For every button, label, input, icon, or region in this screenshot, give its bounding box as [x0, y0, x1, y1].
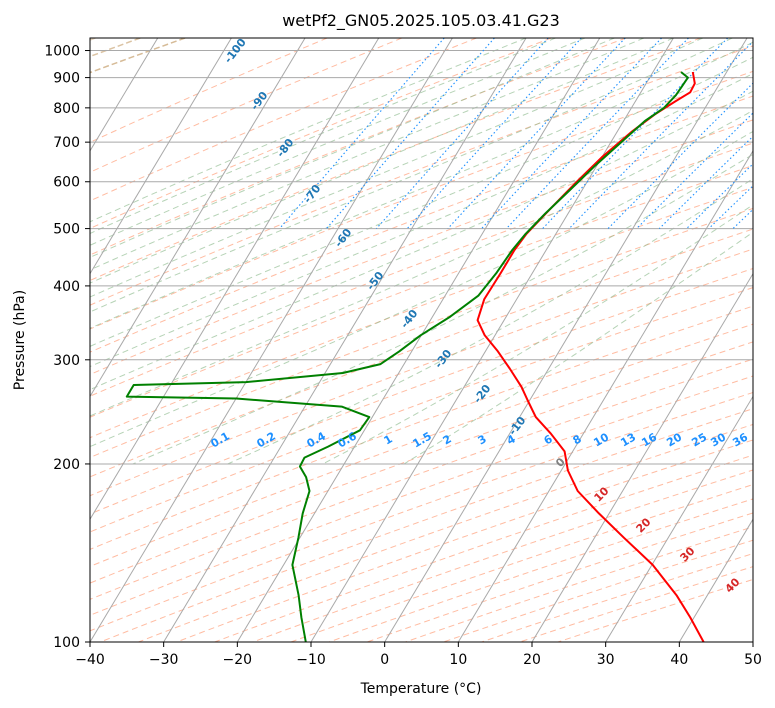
- moist-adiabats: [90, 38, 753, 465]
- x-axis-ticks: −40 −30 −20 −10 0 10 20 30 40 50: [75, 642, 762, 668]
- dry-adiabat-line: [90, 142, 753, 397]
- mixing-ratio-lines: [279, 38, 775, 229]
- mixing-ratio-line: [325, 38, 495, 229]
- isotherm-line: [310, 38, 674, 642]
- moist-adiabat-line: [90, 109, 753, 417]
- dry-adiabat-line: [90, 207, 753, 459]
- y-tick-label: 400: [53, 279, 80, 295]
- y-tick-label: 900: [53, 71, 80, 87]
- dry-adiabat-line: [90, 323, 753, 567]
- isotherm-line: [752, 641, 753, 642]
- moist-adiabat-line: [227, 178, 753, 465]
- moist-adiabat-line: [90, 38, 704, 298]
- dry-adiabat-line: [90, 391, 753, 632]
- mixing-ratio-line: [758, 38, 775, 229]
- isotherm-line: [384, 38, 748, 642]
- isotherm-line: [605, 395, 753, 642]
- x-tick-label: 0: [380, 652, 389, 668]
- y-tick-label: 200: [53, 457, 80, 473]
- dry-adiabat-line: [90, 228, 753, 478]
- dewpoint-line: [125, 71, 689, 642]
- x-tick-label: −40: [75, 652, 105, 668]
- mixing-ratio-line: [686, 163, 753, 229]
- x-tick-label: 50: [744, 652, 762, 668]
- y-tick-label: 600: [53, 175, 80, 191]
- moist-adiabat-line: [90, 56, 753, 347]
- mixing-ratio-line: [505, 38, 689, 229]
- dry-adiabat-line: [90, 375, 753, 616]
- isotherm-line: [0, 38, 10, 642]
- moist-adiabat-line: [90, 38, 615, 258]
- dry-adiabat-line: [90, 70, 753, 330]
- x-axis-title: Temperature (°C): [360, 681, 482, 697]
- dry-adiabat-line: [90, 305, 753, 550]
- isotherm-gridlines: [0, 38, 753, 642]
- dry-adiabat-line: [443, 539, 753, 642]
- dry-adiabat-line: [90, 287, 753, 533]
- x-tick-label: −20: [223, 652, 253, 668]
- y-tick-label: 700: [53, 135, 80, 151]
- moist-adiabat-line: [403, 231, 753, 465]
- y-axis-title: Pressure (hPa): [12, 290, 28, 390]
- x-tick-label: 30: [597, 652, 615, 668]
- isotherm-line: [90, 38, 159, 152]
- isotherm-line: [457, 149, 753, 642]
- isobar-gridlines: [90, 50, 753, 642]
- x-tick-label: 40: [670, 652, 688, 668]
- y-tick-label: 100: [53, 635, 80, 651]
- moist-adiabat-line: [322, 204, 753, 465]
- dry-adiabat-line: [90, 38, 477, 202]
- dry-adiabat-line: [90, 186, 753, 439]
- isotherm-line: [531, 272, 753, 642]
- mixing-ratio-line: [481, 38, 663, 229]
- mixing-ratio-line: [568, 40, 753, 229]
- dry-adiabat-line: [90, 38, 328, 143]
- x-tick-label: −10: [296, 652, 326, 668]
- dry-adiabat-line: [90, 341, 753, 584]
- mixing-ratio-line: [447, 38, 626, 229]
- dry-adiabat-line: [90, 267, 753, 515]
- moist-adiabat-line: [90, 72, 753, 368]
- dry-adiabat-line: [328, 498, 753, 642]
- y-axis-ticks: 100 200 300 400 500 600 700 800 900 1000: [44, 44, 90, 651]
- x-tick-label: 10: [449, 652, 467, 668]
- isotherm-line: [90, 38, 380, 521]
- dry-adiabat-line: [90, 164, 753, 418]
- moist-adiabat-line: [90, 130, 753, 448]
- sounding-series: [125, 71, 705, 642]
- isotherm-line: [163, 38, 527, 642]
- isotherm-line: [678, 518, 753, 642]
- y-tick-label: 1000: [44, 44, 80, 60]
- mixing-ratio-line: [607, 82, 753, 229]
- dry-adiabat-line: [290, 484, 753, 642]
- dry-adiabat-line: [90, 45, 753, 306]
- dry-adiabat-line: [90, 119, 753, 376]
- moist-adiabat-line: [90, 38, 586, 246]
- mixing-ratio-line: [375, 38, 549, 229]
- x-tick-label: −30: [149, 652, 179, 668]
- isotherm-line: [90, 38, 306, 398]
- plot-frame: [89, 37, 754, 643]
- y-tick-label: 300: [53, 353, 80, 369]
- dry-adiabat-line: [90, 358, 753, 600]
- isotherm-line: [90, 38, 453, 642]
- dry-adiabat-line: [90, 38, 552, 229]
- dry-adiabat-line: [90, 95, 753, 353]
- dry-adiabat-line: [405, 526, 753, 642]
- y-tick-label: 500: [53, 222, 80, 238]
- x-tick-label: 20: [523, 652, 541, 668]
- dry-adiabat-line: [367, 512, 753, 642]
- chart-title: wetPf2_GN05.2025.105.03.41.G23: [282, 11, 560, 31]
- plot-background: [90, 38, 753, 642]
- isotherm-line: [90, 38, 232, 275]
- moist-adiabat-line: [90, 38, 674, 284]
- moist-adiabat-line: [132, 153, 753, 465]
- y-tick-label: 800: [53, 101, 80, 117]
